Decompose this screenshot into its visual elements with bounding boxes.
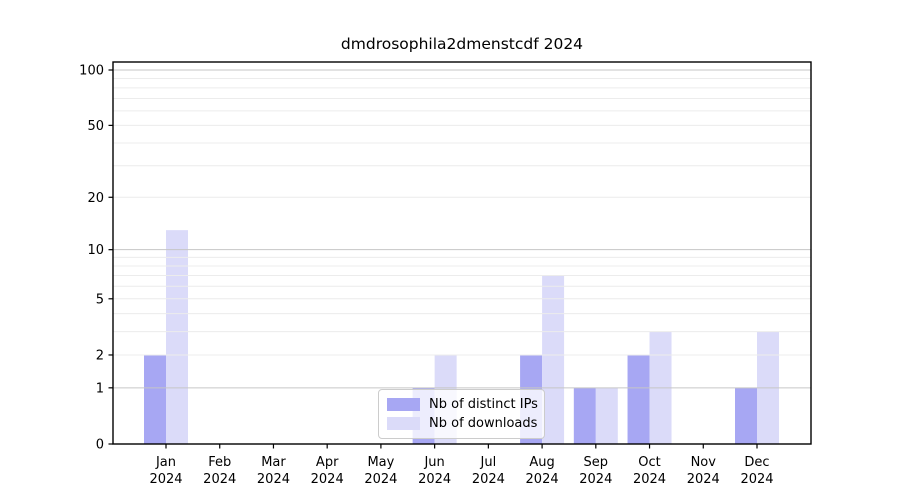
y-tick-label: 5 [96, 292, 104, 307]
x-tick-label-month: Feb [208, 455, 231, 470]
x-tick-label-year: 2024 [526, 472, 559, 487]
x-tick-label-year: 2024 [579, 472, 612, 487]
y-tick-label: 0 [96, 438, 104, 453]
x-tick-label-year: 2024 [687, 472, 720, 487]
x-tick-label-year: 2024 [149, 472, 182, 487]
x-tick-label-year: 2024 [257, 472, 290, 487]
chart-title: dmdrosophila2dmenstcdf 2024 [340, 35, 584, 53]
x-tick-label-month: Apr [316, 455, 339, 470]
x-tick-label-year: 2024 [364, 472, 397, 487]
bar-downloads-jan [166, 230, 188, 444]
x-tick-label-month: Sep [584, 455, 609, 470]
bar-downloads-aug [542, 275, 565, 444]
legend-item-distinct-ips: Nb of distinct IPs [387, 395, 538, 414]
x-tick-label-month: May [367, 455, 394, 470]
x-tick-label-year: 2024 [418, 472, 451, 487]
legend: Nb of distinct IPs Nb of downloads [378, 389, 545, 439]
y-tick-label: 10 [87, 243, 104, 258]
legend-swatch-distinct-ips [387, 398, 420, 411]
legend-label-downloads: Nb of downloads [429, 416, 538, 431]
y-tick-label: 50 [87, 119, 104, 134]
x-tick-label-month: Nov [691, 455, 717, 470]
x-tick-label-year: 2024 [740, 472, 773, 487]
x-tick-label-month: Jul [480, 455, 497, 470]
legend-label-distinct-ips: Nb of distinct IPs [429, 397, 538, 412]
y-tick-label: 1 [96, 381, 104, 396]
x-tick-label-month: Jun [423, 455, 444, 470]
bar-downloads-sep [595, 387, 618, 444]
bar-distinct-ips-dec [735, 387, 757, 444]
bar-distinct-ips-oct [627, 354, 650, 444]
y-tick-label: 2 [96, 348, 104, 363]
x-tick-label-month: Aug [529, 455, 554, 470]
x-tick-label-year: 2024 [472, 472, 505, 487]
x-tick-label-month: Oct [638, 455, 660, 470]
bar-distinct-ips-jan [144, 354, 166, 444]
y-tick-label: 20 [87, 191, 104, 206]
legend-item-downloads: Nb of downloads [387, 414, 538, 433]
plot-frame [112, 61, 812, 445]
bar-distinct-ips-sep [573, 387, 596, 444]
x-tick-label-month: Dec [744, 455, 769, 470]
x-tick-label-year: 2024 [203, 472, 236, 487]
x-tick-label-year: 2024 [633, 472, 666, 487]
x-tick-label-month: Mar [261, 455, 286, 470]
y-tick-label: 100 [79, 64, 104, 79]
x-tick-label-year: 2024 [311, 472, 344, 487]
legend-swatch-downloads [387, 417, 420, 430]
x-tick-label-month: Jan [155, 455, 176, 470]
